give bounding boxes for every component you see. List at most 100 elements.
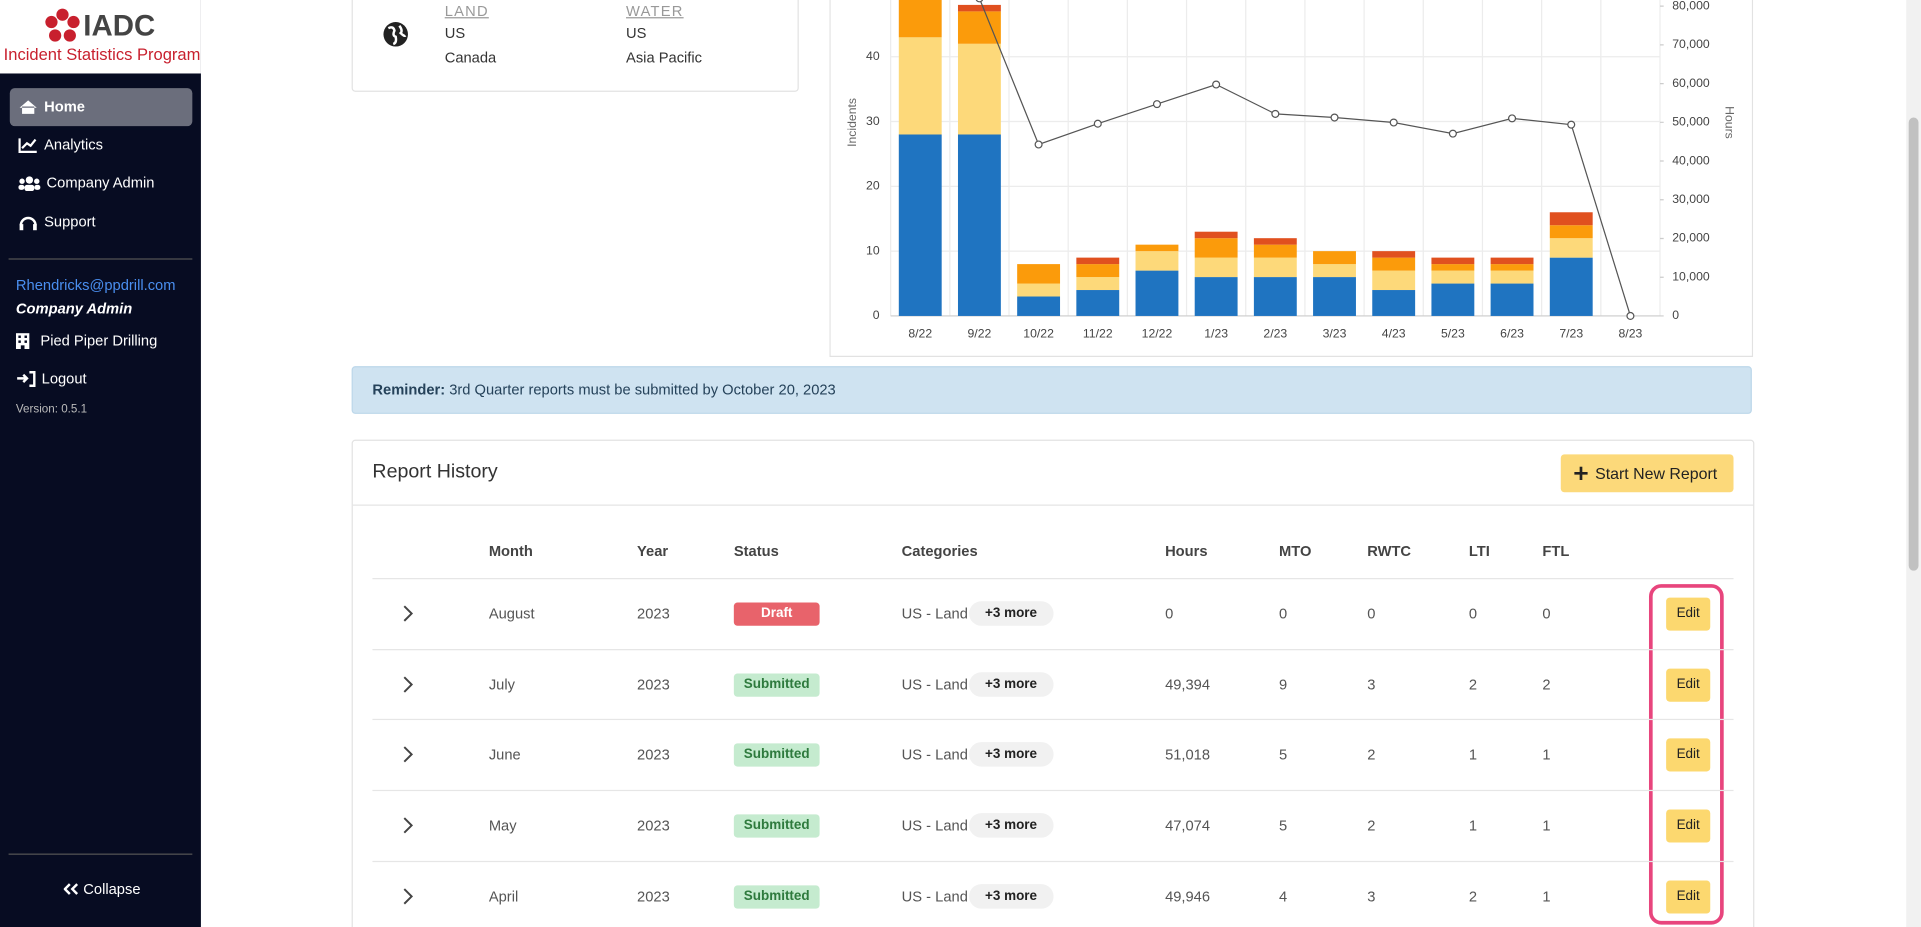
cell-month: April <box>488 887 519 905</box>
nav-company-admin[interactable]: Company Admin <box>10 164 193 202</box>
region-item: US <box>444 24 466 42</box>
region-item: Asia Pacific <box>626 48 703 67</box>
cell-mto: 0 <box>1279 604 1288 623</box>
cell-year: 2023 <box>637 675 670 693</box>
y2-tick-label: 60,000 <box>1672 76 1710 90</box>
status-badge: Draft <box>733 602 820 626</box>
column-header: Month <box>488 542 533 560</box>
bar-segment <box>1490 283 1534 316</box>
nav-home[interactable]: Home <box>9 88 193 127</box>
y-axis-title: Incidents <box>845 98 859 147</box>
y2-tick-label: 20,000 <box>1672 231 1710 245</box>
bar-segment <box>898 0 942 38</box>
column-header: LTI <box>1468 542 1490 560</box>
y2-tick-label: 70,000 <box>1672 37 1710 51</box>
nav-label: Support <box>44 213 96 231</box>
hours-point <box>1626 311 1635 320</box>
expand-toggle[interactable] <box>402 745 414 765</box>
more-chip[interactable]: +3 more <box>969 742 1053 768</box>
cell-lti: 1 <box>1468 746 1478 764</box>
icon <box>1574 466 1588 481</box>
version: Version: 0.5.1 <box>15 402 88 417</box>
cell-mto: 5 <box>1279 746 1288 764</box>
nav-support[interactable]: Support <box>10 203 193 241</box>
x-tick-label: 12/22 <box>1142 327 1173 341</box>
regions-card: LAND WATER US Canada US Asia Pacific <box>351 0 799 92</box>
expand-toggle[interactable] <box>402 816 414 836</box>
icon <box>15 333 30 350</box>
y-tick-label: 20 <box>866 179 880 193</box>
x-tick-label: 11/22 <box>1083 327 1113 341</box>
expand-toggle[interactable] <box>402 886 414 906</box>
column-header: Hours <box>1165 542 1208 560</box>
divider <box>352 504 1754 506</box>
hours-point <box>1508 114 1517 123</box>
nav-logout[interactable]: Logout <box>7 360 190 398</box>
logo-text: IADC <box>83 9 156 43</box>
edit-button[interactable]: Edit <box>1666 880 1711 914</box>
cell-lti: 2 <box>1468 675 1478 693</box>
bar-segment <box>1017 264 1061 284</box>
status-badge: Submitted <box>733 743 820 768</box>
x-tick-label: 7/23 <box>1559 327 1583 341</box>
chevron <box>403 676 414 693</box>
cell-rwtc: 0 <box>1367 604 1376 623</box>
user-email[interactable]: Rhendricks@ppdrill.com <box>15 276 176 294</box>
hours-point <box>1448 129 1457 138</box>
edit-button[interactable]: Edit <box>1666 738 1711 772</box>
expand-toggle[interactable] <box>402 674 414 694</box>
bar-segment <box>1372 290 1416 316</box>
y-tick-label: 10 <box>866 243 880 257</box>
button-label: Start New Report <box>1595 464 1718 483</box>
icon <box>17 371 36 387</box>
bar-segment <box>1490 264 1534 271</box>
more-chip[interactable]: +3 more <box>969 601 1053 626</box>
region-header: LAND <box>444 2 489 20</box>
bar-segment <box>1490 257 1534 265</box>
cell-lti: 2 <box>1468 887 1478 905</box>
icon <box>19 100 37 114</box>
nav-label: Home <box>44 97 85 116</box>
region-item: US <box>626 24 647 42</box>
x-tick-label: 9/22 <box>968 327 992 341</box>
x-tick-label: 3/23 <box>1323 327 1347 341</box>
edit-button[interactable]: Edit <box>1666 809 1711 843</box>
program-name: Incident Statistics Program <box>3 45 201 64</box>
edit-button[interactable]: Edit <box>1666 597 1711 631</box>
hours-point <box>1567 120 1576 129</box>
nav-analytics[interactable]: Analytics <box>10 126 193 164</box>
region-header: WATER <box>626 2 684 20</box>
row-divider <box>372 578 1734 580</box>
cell-month: August <box>488 604 535 623</box>
collapse-button[interactable]: Collapse <box>63 880 141 898</box>
status-badge: Submitted <box>733 885 820 909</box>
y2-tick-label: 80,000 <box>1672 0 1710 12</box>
cell-ftl: 1 <box>1542 746 1551 764</box>
cell-mto: 5 <box>1279 816 1288 835</box>
x-tick-label: 4/23 <box>1382 327 1406 341</box>
start-report-button[interactable]: Start New Report <box>1560 454 1734 493</box>
cell-hours: 51,018 <box>1165 746 1211 764</box>
chevron <box>403 817 414 834</box>
highlight-box <box>1648 584 1724 925</box>
bar-segment <box>1431 257 1475 265</box>
y2-tick-label: 50,000 <box>1672 115 1710 129</box>
expand-toggle[interactable] <box>402 604 414 624</box>
bar-segment <box>1490 270 1534 284</box>
bar-segment <box>1194 238 1238 258</box>
collapse-label: Collapse <box>83 880 141 898</box>
bar-segment <box>898 37 942 135</box>
edit-button[interactable]: Edit <box>1666 668 1711 702</box>
y2-tick-label: 10,000 <box>1672 269 1710 283</box>
more-chip[interactable]: +3 more <box>969 813 1053 838</box>
more-chip[interactable]: +3 more <box>969 883 1053 909</box>
bar-segment <box>1076 277 1120 291</box>
chevron <box>403 746 414 763</box>
cell-month: June <box>488 746 521 764</box>
cell-category: US - Land <box>901 816 968 835</box>
bar-segment <box>1372 270 1416 291</box>
x-tick-label: 2/23 <box>1263 327 1287 341</box>
scroll-thumb[interactable] <box>1908 117 1919 571</box>
more-chip[interactable]: +3 more <box>969 671 1053 697</box>
